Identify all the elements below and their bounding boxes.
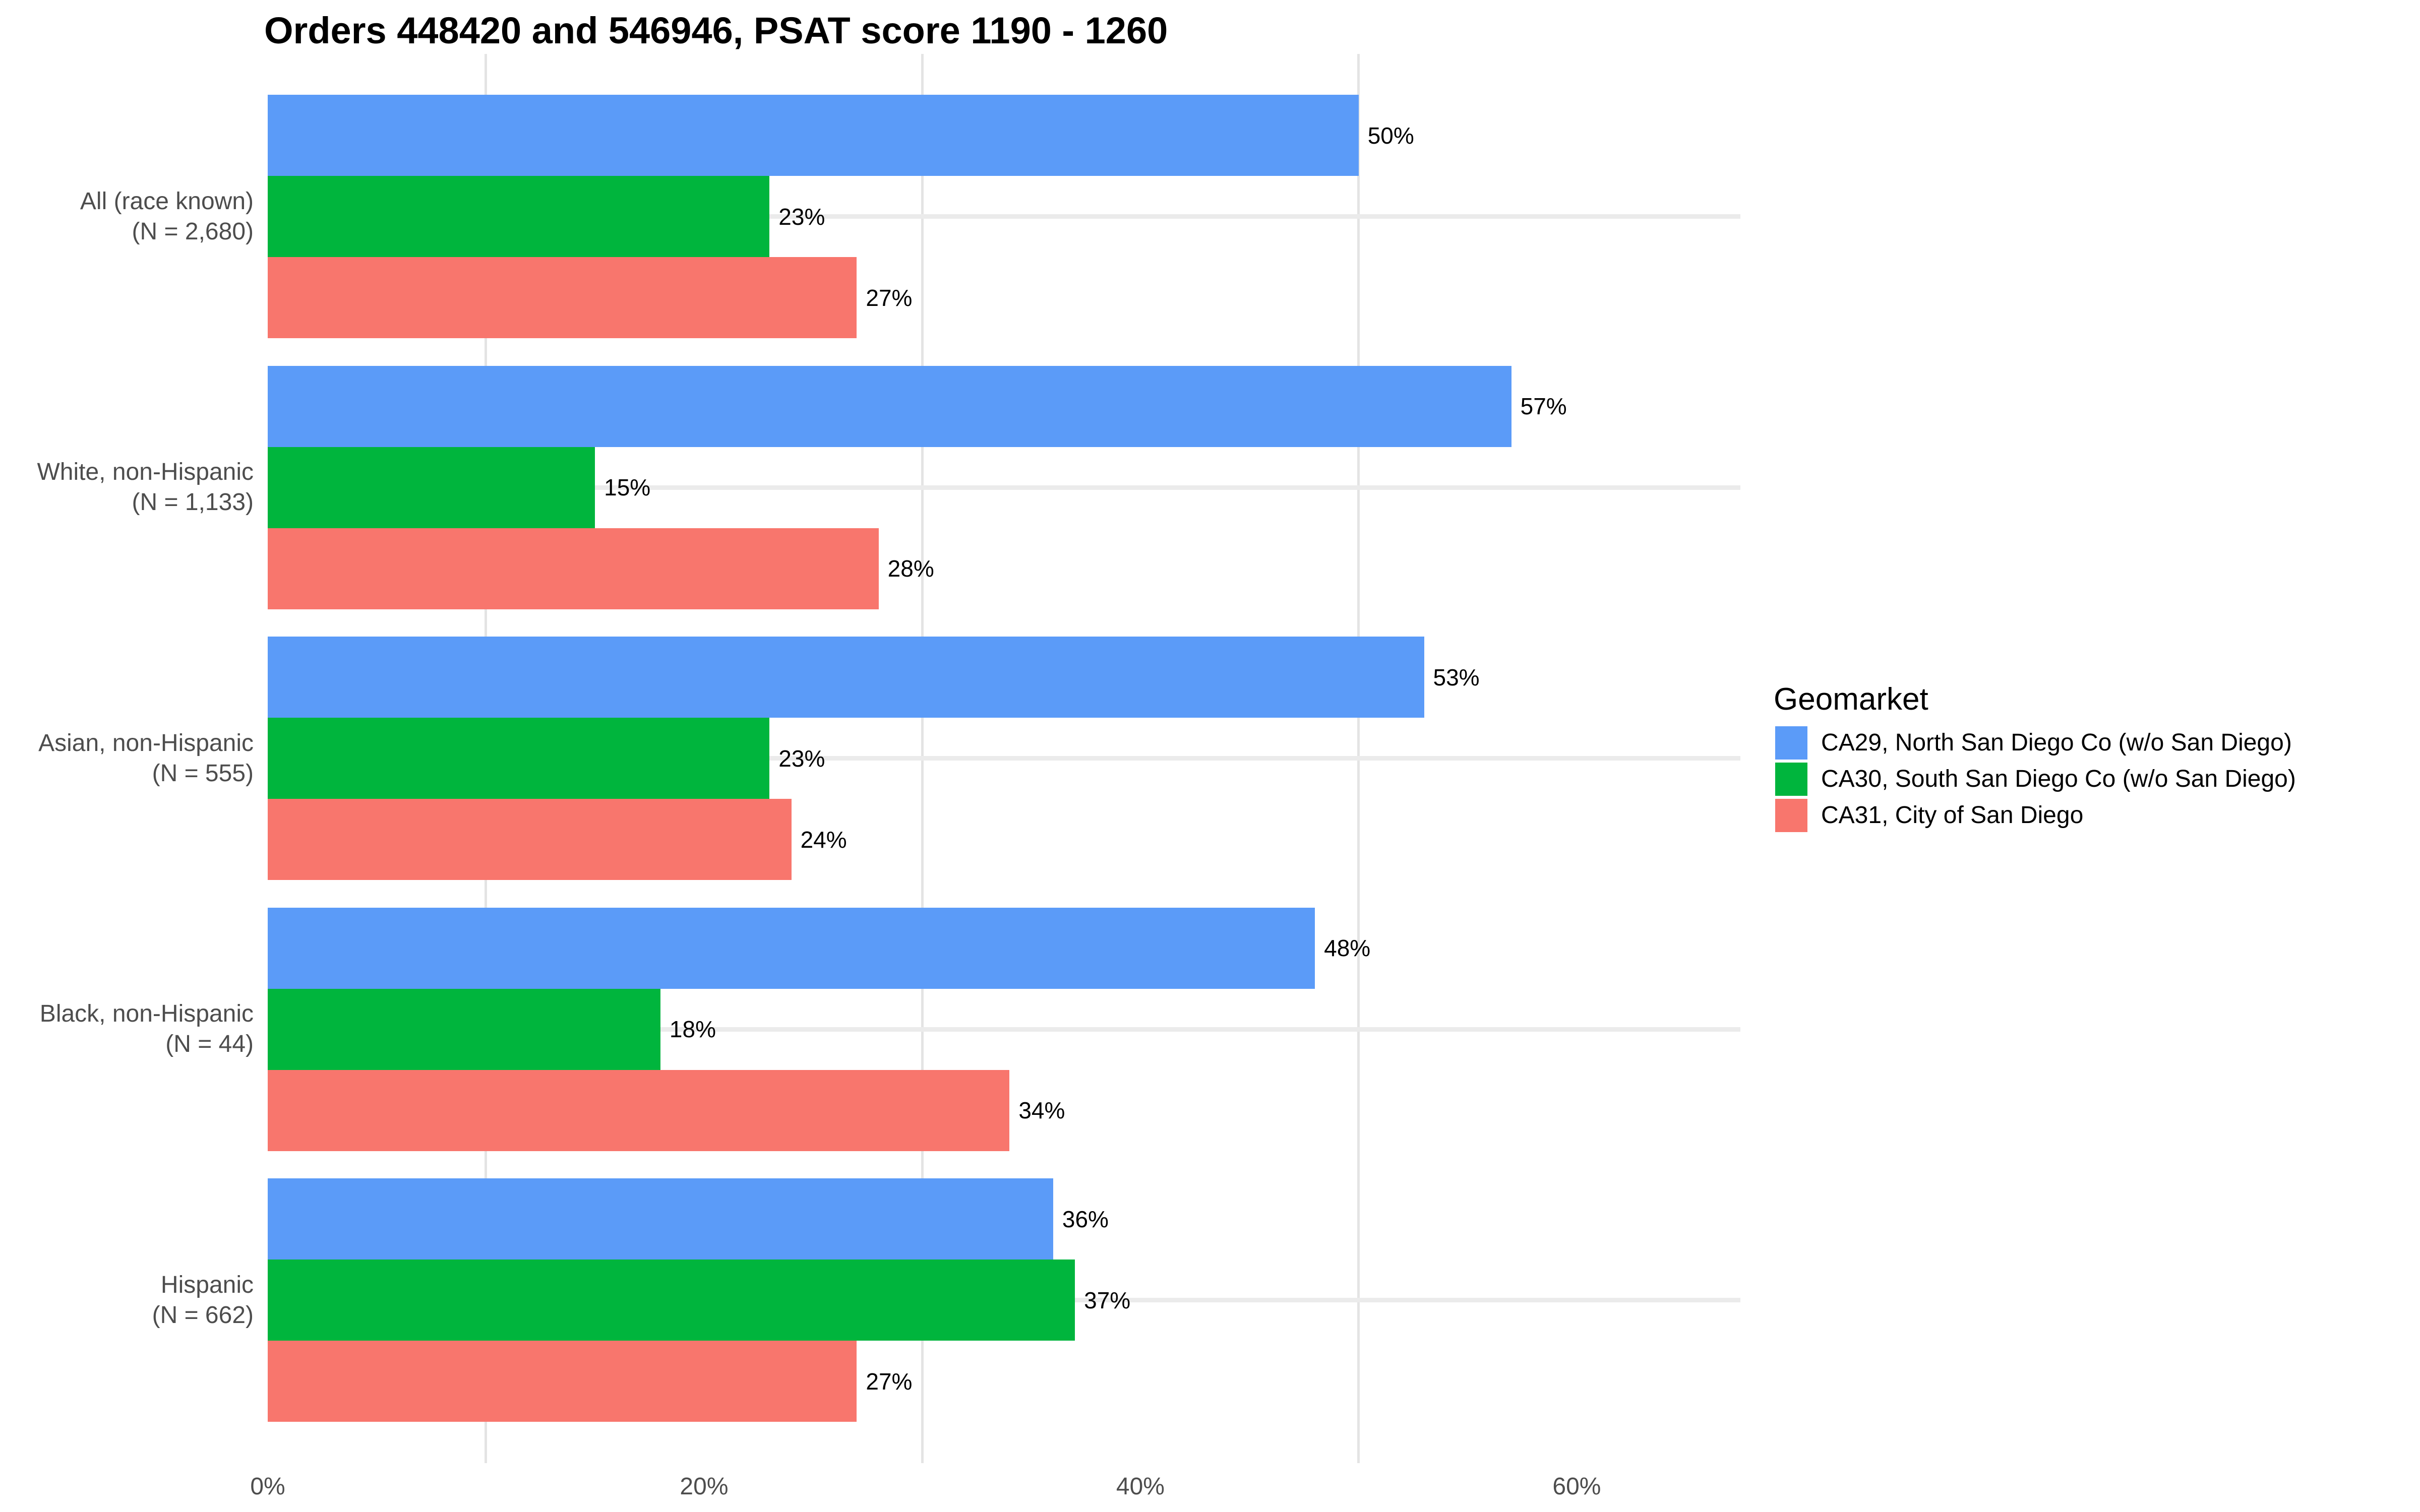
- bar-value-label: 57%: [1520, 393, 1567, 419]
- bar-value-label: 37%: [1084, 1287, 1131, 1313]
- y-axis-label: Hispanic (N = 662): [152, 1270, 254, 1331]
- bar-ca30-cat2: [268, 447, 595, 528]
- y-axis-label: All (race known) (N = 2,680): [80, 186, 254, 247]
- legend-title: Geomarket: [1774, 682, 1928, 717]
- bar-ca29-cat2: [268, 365, 1511, 447]
- bar-ca30-cat1: [268, 176, 770, 257]
- bar-value-label: 36%: [1062, 1206, 1109, 1232]
- x-axis-tick-label: 60%: [1552, 1473, 1601, 1500]
- major-horizontal-gridline: [268, 756, 1740, 761]
- bar-ca29-cat1: [268, 95, 1359, 176]
- y-axis-label-line1: All (race known): [80, 187, 254, 215]
- bar-ca29-cat5: [268, 1178, 1053, 1259]
- bar-value-label: 34%: [1018, 1097, 1065, 1123]
- bar-ca30-cat4: [268, 988, 660, 1070]
- y-axis-label-line1: Hispanic: [160, 1271, 254, 1298]
- y-axis-label-line1: White, non-Hispanic: [37, 459, 254, 485]
- bar-value-label: 27%: [866, 1368, 913, 1395]
- bar-value-label: 24%: [800, 826, 847, 853]
- bar-value-label: 23%: [778, 745, 825, 772]
- x-axis-tick-label: 40%: [1116, 1473, 1165, 1500]
- bar-value-label: 18%: [669, 1016, 716, 1042]
- bar-ca30-cat5: [268, 1259, 1075, 1341]
- legend-label-ca30: CA30, South San Diego Co (w/o San Diego): [1821, 766, 2296, 792]
- bar-value-label: 48%: [1324, 935, 1371, 961]
- bar-value-label: 28%: [887, 555, 934, 582]
- bar-value-label: 27%: [866, 284, 913, 311]
- legend-label-ca29: CA29, North San Diego Co (w/o San Diego): [1821, 729, 2292, 756]
- y-axis-label-line1: Asian, non-Hispanic: [38, 729, 254, 757]
- y-axis-label-line2: (N = 2,680): [132, 218, 254, 245]
- y-axis-label-line2: (N = 662): [152, 1301, 254, 1329]
- plot-panel: 50% 23% 27% 57% 15% 28% 53% 23% 24% 48% 18% 34% 36% 3…: [268, 54, 1740, 1463]
- y-axis-label: Black, non-Hispanic (N = 44): [40, 999, 254, 1059]
- y-axis-label-line2: (N = 555): [152, 760, 254, 787]
- y-axis-label: White, non-Hispanic (N = 1,133): [37, 457, 254, 518]
- x-axis-tick-label: 20%: [680, 1473, 729, 1500]
- y-axis-label: Asian, non-Hispanic (N = 555): [38, 728, 254, 789]
- legend-swatch-ca29: [1775, 726, 1807, 760]
- bar-ca31-cat4: [268, 1069, 1010, 1151]
- chart-title: Orders 448420 and 546946, PSAT score 119…: [264, 10, 1168, 51]
- x-axis-tick-label: 0%: [250, 1473, 285, 1500]
- major-horizontal-gridline: [268, 214, 1740, 219]
- bar-value-label: 15%: [604, 474, 651, 500]
- bar-ca29-cat4: [268, 907, 1315, 989]
- bar-value-label: 23%: [778, 203, 825, 230]
- bar-ca30-cat3: [268, 718, 770, 799]
- major-horizontal-gridline: [268, 485, 1740, 490]
- legend-label-ca31: CA31, City of San Diego: [1821, 802, 2084, 829]
- y-axis-label-line2: (N = 1,133): [132, 489, 254, 516]
- bar-ca29-cat3: [268, 637, 1424, 718]
- legend-swatch-ca31: [1775, 799, 1807, 832]
- y-axis-label-line2: (N = 44): [165, 1031, 254, 1057]
- major-horizontal-gridline: [268, 1027, 1740, 1032]
- y-axis-label-line1: Black, non-Hispanic: [39, 1000, 254, 1027]
- bar-value-label: 50%: [1367, 122, 1414, 149]
- bar-ca31-cat5: [268, 1341, 857, 1422]
- bar-ca31-cat3: [268, 799, 792, 880]
- legend-swatch-ca30: [1775, 763, 1807, 796]
- bar-ca31-cat1: [268, 257, 857, 338]
- bar-value-label: 53%: [1433, 664, 1480, 690]
- bar-ca31-cat2: [268, 528, 879, 609]
